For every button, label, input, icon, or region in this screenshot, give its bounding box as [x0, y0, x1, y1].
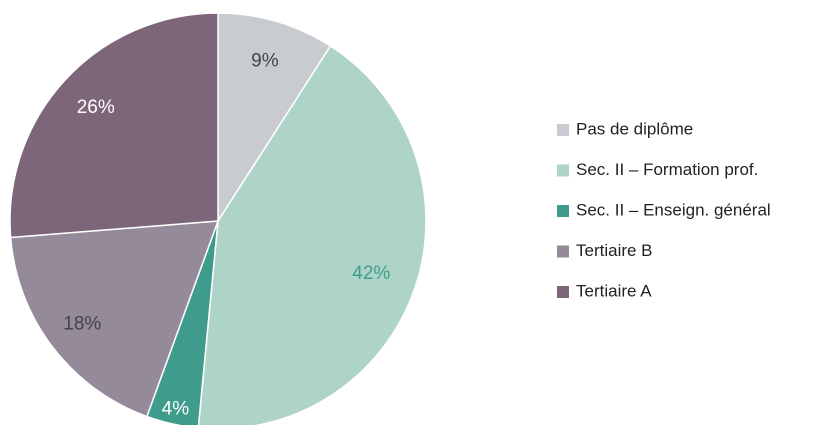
pie-slice: [197, 44, 427, 425]
legend-label: Sec. II – Enseign. général: [576, 200, 771, 219]
legend-swatch: [557, 245, 569, 258]
slice-label: 18%: [63, 313, 101, 334]
slice-label: 4%: [162, 399, 190, 420]
slice-label: 9%: [251, 50, 279, 71]
legend-swatch: [557, 124, 569, 136]
pie-slice: [9, 12, 219, 239]
legend-label: Sec. II – Formation prof.: [576, 160, 758, 179]
legend-label: Tertiaire B: [576, 241, 653, 260]
slice-label: 26%: [77, 97, 115, 118]
legend-swatch: [557, 205, 569, 217]
legend-label: Pas de diplôme: [576, 119, 693, 138]
legend: Pas de diplôme Sec. II – Formation prof. S…: [557, 119, 771, 300]
pie-slice: [9, 220, 220, 418]
slice-label: 42%: [352, 263, 390, 284]
legend-swatch: [557, 286, 569, 298]
pie-slice: [217, 12, 332, 224]
legend-label: Tertiaire A: [576, 281, 652, 300]
legend-swatch: [557, 164, 569, 177]
pie: 9% 42% 4% 18% 26%: [9, 12, 427, 425]
